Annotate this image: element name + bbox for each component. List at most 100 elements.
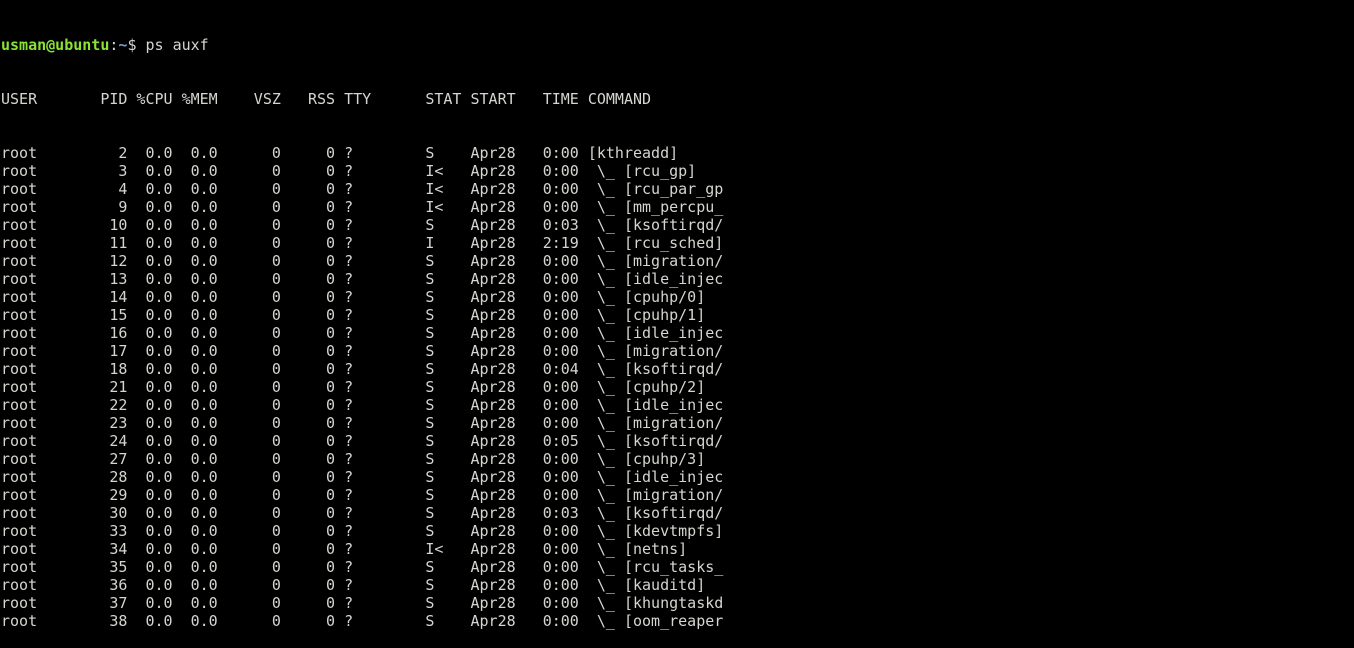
prompt-user-host: usman@ubuntu xyxy=(1,36,110,54)
cell-mem: 0.0 xyxy=(190,432,218,450)
cell-command: \_ [rcu_gp] xyxy=(587,162,697,180)
cell-mem: 0.0 xyxy=(190,468,218,486)
cell-mem: 0.0 xyxy=(190,612,218,630)
cell-vsz: 0 xyxy=(271,324,281,342)
cell-mem: 0.0 xyxy=(190,360,218,378)
process-row: root 11 0.0 0.0 0 0? I Apr28 2:19 \_ [rcu_sched] xyxy=(1,234,1354,252)
cell-tty: ? xyxy=(344,234,354,252)
cell-command: \_ [idle_injec xyxy=(587,270,724,288)
cell-stat: S xyxy=(425,378,435,396)
process-row: root 35 0.0 0.0 0 0? S Apr28 0:00 \_ [rcu_tasks_ xyxy=(1,558,1354,576)
cell-time: 0:00 xyxy=(542,378,579,396)
cell-pid: 11 xyxy=(109,234,128,252)
process-row: root 18 0.0 0.0 0 0? S Apr28 0:04 \_ [ksoftirqd/ xyxy=(1,360,1354,378)
cell-vsz: 0 xyxy=(271,216,281,234)
cell-vsz: 0 xyxy=(271,576,281,594)
cell-user: root xyxy=(1,162,38,180)
cell-stat: S xyxy=(425,324,435,342)
cell-rss: 0 xyxy=(326,234,336,252)
process-row: root 22 0.0 0.0 0 0? S Apr28 0:00 \_ [idle_injec xyxy=(1,396,1354,414)
process-row: root 24 0.0 0.0 0 0? S Apr28 0:05 \_ [ksoftirqd/ xyxy=(1,432,1354,450)
cell-mem: 0.0 xyxy=(190,144,218,162)
cell-rss: 0 xyxy=(326,540,336,558)
header-vsz: VSZ xyxy=(253,90,281,108)
cell-tty: ? xyxy=(344,504,354,522)
cell-pid: 34 xyxy=(109,540,128,558)
cell-stat: S xyxy=(425,252,435,270)
cell-user: root xyxy=(1,180,38,198)
cell-mem: 0.0 xyxy=(190,486,218,504)
cell-user: root xyxy=(1,252,38,270)
cell-stat: S xyxy=(425,558,435,576)
cell-tty: ? xyxy=(344,342,354,360)
process-row: root 10 0.0 0.0 0 0? S Apr28 0:03 \_ [ksoftirqd/ xyxy=(1,216,1354,234)
cell-cpu: 0.0 xyxy=(145,396,173,414)
cell-cpu: 0.0 xyxy=(145,252,173,270)
cell-vsz: 0 xyxy=(271,342,281,360)
cell-pid: 10 xyxy=(109,216,128,234)
cell-time: 0:00 xyxy=(542,540,579,558)
cell-command: \_ [rcu_tasks_ xyxy=(587,558,724,576)
cell-stat: S xyxy=(425,288,435,306)
cell-tty: ? xyxy=(344,144,354,162)
cell-tty: ? xyxy=(344,252,354,270)
cell-command: \_ [idle_injec xyxy=(587,324,724,342)
cell-pid: 38 xyxy=(109,612,128,630)
cell-cpu: 0.0 xyxy=(145,558,173,576)
cell-vsz: 0 xyxy=(271,198,281,216)
cell-start: Apr28 xyxy=(470,576,516,594)
cell-command: \_ [idle_injec xyxy=(587,396,724,414)
cell-stat: S xyxy=(425,342,435,360)
cell-command: \_ [rcu_sched] xyxy=(587,234,724,252)
cell-rss: 0 xyxy=(326,432,336,450)
cell-tty: ? xyxy=(344,378,354,396)
cell-command: \_ [ksoftirqd/ xyxy=(587,504,724,522)
prompt-line: usman@ubuntu:~$ ps auxf xyxy=(1,36,1354,54)
cell-tty: ? xyxy=(344,306,354,324)
cell-cpu: 0.0 xyxy=(145,540,173,558)
cell-tty: ? xyxy=(344,486,354,504)
cell-cpu: 0.0 xyxy=(145,594,173,612)
cell-time: 0:00 xyxy=(542,288,579,306)
header-user: USER xyxy=(1,90,38,108)
cell-time: 0:00 xyxy=(542,162,579,180)
cell-vsz: 0 xyxy=(271,612,281,630)
cell-mem: 0.0 xyxy=(190,324,218,342)
cell-stat: I xyxy=(425,234,435,252)
cell-vsz: 0 xyxy=(271,414,281,432)
cell-user: root xyxy=(1,468,38,486)
cell-time: 0:00 xyxy=(542,414,579,432)
cell-mem: 0.0 xyxy=(190,396,218,414)
cell-start: Apr28 xyxy=(470,378,516,396)
cell-stat: S xyxy=(425,486,435,504)
cell-rss: 0 xyxy=(326,216,336,234)
cell-command: \_ [migration/ xyxy=(587,486,724,504)
cell-cpu: 0.0 xyxy=(145,450,173,468)
cell-rss: 0 xyxy=(326,576,336,594)
cell-rss: 0 xyxy=(326,324,336,342)
cell-time: 0:00 xyxy=(542,612,579,630)
cell-vsz: 0 xyxy=(271,432,281,450)
cell-stat: S xyxy=(425,396,435,414)
process-row: root 36 0.0 0.0 0 0? S Apr28 0:00 \_ [kauditd] xyxy=(1,576,1354,594)
cell-mem: 0.0 xyxy=(190,504,218,522)
cell-start: Apr28 xyxy=(470,342,516,360)
cell-command: \_ [netns] xyxy=(587,540,688,558)
cell-pid: 29 xyxy=(109,486,128,504)
cell-start: Apr28 xyxy=(470,162,516,180)
process-row: root 16 0.0 0.0 0 0? S Apr28 0:00 \_ [idle_injec xyxy=(1,324,1354,342)
cell-start: Apr28 xyxy=(470,594,516,612)
cell-pid: 12 xyxy=(109,252,128,270)
cell-command: \_ [khungtaskd xyxy=(587,594,724,612)
cell-cpu: 0.0 xyxy=(145,576,173,594)
cell-command: \_ [migration/ xyxy=(587,414,724,432)
cell-rss: 0 xyxy=(326,144,336,162)
cell-command: \_ [kauditd] xyxy=(587,576,706,594)
cell-mem: 0.0 xyxy=(190,576,218,594)
cell-tty: ? xyxy=(344,612,354,630)
cell-tty: ? xyxy=(344,216,354,234)
cell-stat: S xyxy=(425,306,435,324)
cell-start: Apr28 xyxy=(470,468,516,486)
cell-stat: S xyxy=(425,576,435,594)
